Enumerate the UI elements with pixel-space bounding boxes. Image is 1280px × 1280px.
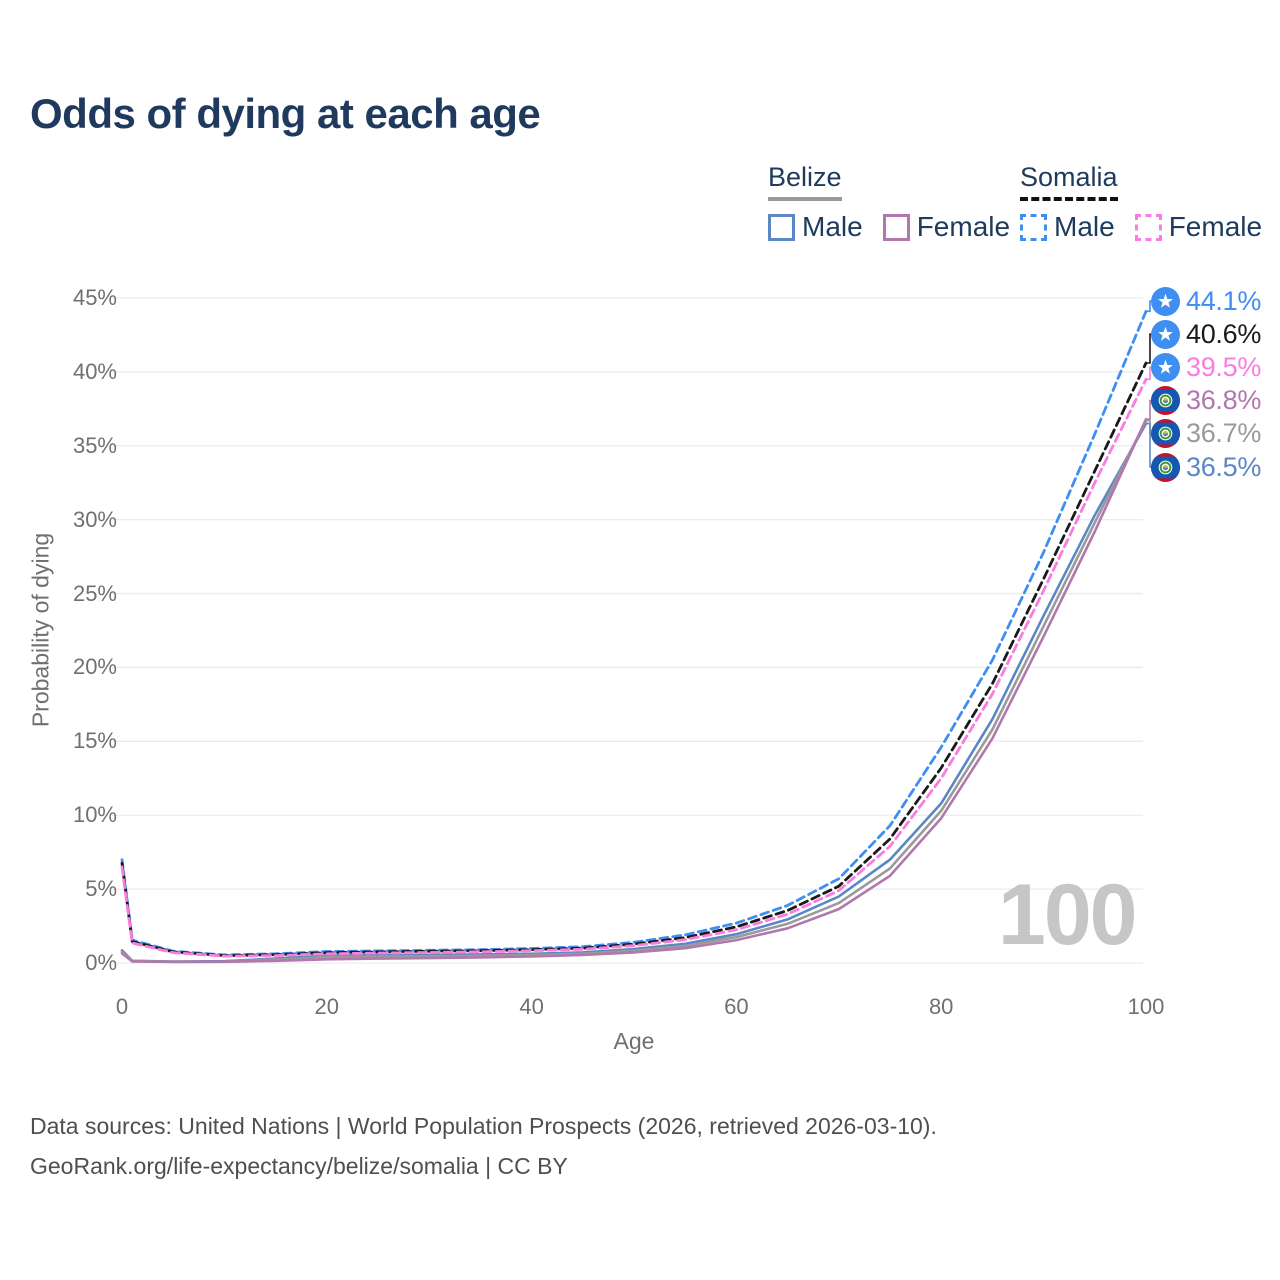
legend-swatch-somalia-male[interactable] bbox=[1020, 213, 1047, 241]
legend-swatch-belize-male[interactable] bbox=[768, 213, 795, 241]
end-label-belize-male: 36.5% bbox=[1151, 451, 1261, 483]
y-tick-5: 5% bbox=[85, 876, 117, 902]
belize-flag-icon bbox=[1151, 452, 1180, 482]
legend-item-somalia-male[interactable]: Male bbox=[1020, 211, 1115, 243]
legend-country-label: Belize bbox=[768, 162, 842, 192]
y-tick-25: 25% bbox=[72, 580, 117, 606]
y-tick-45: 45% bbox=[72, 285, 117, 310]
x-tick-0: 0 bbox=[115, 994, 129, 1019]
y-axis-label: Probability of dying bbox=[27, 532, 54, 728]
footer-attribution: GeoRank.org/life-expectancy/belize/somal… bbox=[30, 1153, 568, 1180]
end-value: 36.5% bbox=[1186, 451, 1262, 482]
end-label-somalia-male: 44.1% bbox=[1151, 285, 1261, 317]
somalia-flag-icon bbox=[1151, 319, 1180, 349]
y-tick-35: 35% bbox=[72, 432, 117, 458]
series-line-somalia-male bbox=[120, 309, 1148, 957]
legend-item-somalia-female[interactable]: Female bbox=[1134, 211, 1263, 243]
end-label-somalia-female: 39.5% bbox=[1151, 351, 1261, 383]
y-tick-10: 10% bbox=[72, 802, 117, 828]
legend-group-belize: Belize Male Female bbox=[768, 162, 1010, 243]
end-label-belize-both: 36.7% bbox=[1151, 418, 1261, 450]
legend-country-label: Somalia bbox=[1020, 162, 1118, 192]
x-tick-40: 40 bbox=[519, 994, 544, 1019]
footer: Data sources: United Nations | World Pop… bbox=[30, 1106, 937, 1187]
x-axis-label: Age bbox=[613, 1028, 655, 1054]
legend-item-belize-male[interactable]: Male bbox=[768, 211, 863, 243]
end-connector-somalia-both bbox=[1146, 333, 1152, 364]
end-label-somalia-both: 40.6% bbox=[1151, 318, 1261, 350]
y-tick-30: 30% bbox=[72, 506, 117, 532]
somalia-flag-icon bbox=[1151, 286, 1180, 316]
legend-group-somalia: Somalia Male Female bbox=[1020, 162, 1262, 243]
legend-swatch-somalia-female[interactable] bbox=[1134, 213, 1162, 241]
y-tick-20: 20% bbox=[72, 654, 117, 680]
belize-flag-icon bbox=[1151, 419, 1180, 449]
somalia-flag-icon bbox=[1151, 352, 1180, 382]
legend-swatch-belize-female[interactable] bbox=[882, 213, 910, 241]
x-tick-100: 100 bbox=[1127, 994, 1165, 1019]
belize-flag-icon bbox=[1151, 386, 1180, 416]
y-tick-15: 15% bbox=[72, 728, 117, 754]
end-value: 36.7% bbox=[1186, 418, 1262, 449]
age-watermark: 100 bbox=[998, 867, 1137, 963]
legend-item-label: Male bbox=[802, 211, 863, 242]
legend-country-line-swatch bbox=[768, 197, 842, 201]
end-value: 39.5% bbox=[1186, 351, 1262, 382]
end-value: 40.6% bbox=[1186, 318, 1262, 349]
footer-data-sources: Data sources: United Nations | World Pop… bbox=[30, 1113, 937, 1139]
x-tick-80: 80 bbox=[928, 994, 954, 1019]
end-connector-somalia-female bbox=[1146, 366, 1152, 381]
end-label-belize-female: 36.8% bbox=[1151, 385, 1261, 417]
x-tick-60: 60 bbox=[724, 994, 749, 1019]
legend-country-belize[interactable]: Belize bbox=[768, 162, 842, 201]
series-line-belize-female bbox=[120, 417, 1148, 964]
y-tick-0: 0% bbox=[85, 950, 117, 975]
x-tick-20: 20 bbox=[314, 994, 340, 1019]
legend-item-label: Female bbox=[1168, 211, 1263, 242]
end-connector-belize-female bbox=[1146, 399, 1152, 420]
y-tick-40: 40% bbox=[72, 358, 117, 384]
series-line-somalia-female bbox=[120, 377, 1148, 958]
end-value: 44.1% bbox=[1186, 285, 1262, 316]
chart-title: Odds of dying at each age bbox=[30, 90, 541, 137]
legend-item-label: Male bbox=[1054, 211, 1115, 242]
legend-item-label: Female bbox=[916, 211, 1011, 242]
legend-country-somalia[interactable]: Somalia bbox=[1020, 162, 1118, 201]
legend-country-line-swatch bbox=[1020, 197, 1118, 201]
legend-item-belize-female[interactable]: Female bbox=[882, 211, 1011, 243]
end-value: 36.8% bbox=[1186, 385, 1262, 416]
